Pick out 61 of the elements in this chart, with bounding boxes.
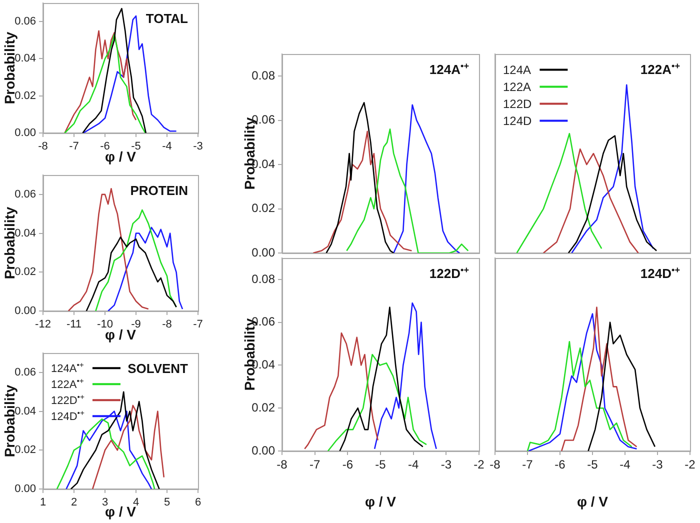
x-tick-label: -3 — [440, 458, 452, 472]
text: 124D•+ — [640, 264, 680, 281]
y-tick-label: 0.06 — [14, 188, 36, 200]
legend-label: 122D — [503, 97, 532, 111]
y-tick-label: 0.00 — [14, 305, 36, 318]
y-tick-label: 0.08 — [252, 272, 276, 286]
x-tick-label: -8 — [490, 458, 501, 472]
text: SOLVENT — [128, 361, 188, 376]
x-tick-label: -8 — [276, 458, 288, 472]
x-tick-label: -4 — [408, 458, 419, 472]
x-tick-label: -7 — [69, 140, 79, 153]
y-tick-label: 0.04 — [14, 405, 36, 418]
x-tick-label: -12 — [35, 318, 51, 331]
x-tick-label: -5 — [375, 458, 386, 472]
x-tick-label: 6 — [194, 496, 202, 509]
y-tick-label: 0.00 — [14, 127, 36, 140]
y-tick-label: 0.02 — [14, 266, 36, 278]
y-tick-label: 0.02 — [252, 201, 276, 216]
x-tick-label: 2 — [70, 496, 78, 509]
x-tick-label: -7 — [193, 318, 203, 331]
y-tick-label: 0.00 — [14, 483, 36, 496]
x-tick-label: -3 — [193, 140, 203, 153]
y-axis-title: Probability — [1, 384, 18, 458]
x-tick-label: 1 — [40, 496, 46, 509]
x-axis-title: φ / V — [364, 493, 397, 510]
x-tick-label: -8 — [162, 318, 172, 331]
x-tick-label: -4 — [620, 458, 631, 472]
x-axis-title: φ / V — [576, 493, 609, 510]
x-tick-label: -5 — [587, 458, 598, 472]
legend-label: 122A — [503, 80, 532, 94]
y-tick-label: 0.04 — [14, 227, 36, 240]
x-tick-label: -8 — [38, 140, 48, 153]
y-tick-label: 0.00 — [252, 245, 276, 260]
x-tick-label: -2 — [474, 458, 485, 472]
text: 124A•+ — [429, 60, 470, 77]
y-tick-label: 0.02 — [252, 400, 276, 414]
y-tick-label: 0.02 — [14, 444, 36, 456]
y-tick-label: 0.02 — [14, 90, 36, 102]
y-tick-label: 0.06 — [14, 366, 36, 378]
text: 122D•+ — [429, 264, 470, 281]
y-tick-label: 0.08 — [252, 68, 276, 82]
x-tick-label: -6 — [342, 458, 354, 472]
text: TOTAL — [146, 11, 188, 26]
x-tick-label: -7 — [522, 458, 534, 472]
x-tick-label: -4 — [162, 140, 172, 153]
x-tick-label: -7 — [309, 458, 320, 472]
text: 122A•+ — [640, 60, 680, 77]
y-axis-title: Probability — [1, 206, 18, 280]
y-tick-label: 0.06 — [14, 16, 36, 28]
x-tick-label: -2 — [684, 458, 696, 472]
x-tick-label: -6 — [554, 458, 566, 472]
y-axis-title: Probability — [1, 32, 18, 104]
y-tick-label: 0.04 — [14, 52, 36, 65]
x-tick-label: 5 — [164, 496, 170, 509]
text: PROTEIN — [130, 183, 188, 198]
legend-label: 124A — [503, 63, 532, 77]
x-tick-label: -11 — [66, 318, 82, 331]
legend-label: 124D — [503, 114, 532, 128]
y-tick-label: 0.00 — [252, 443, 276, 458]
x-tick-label: -3 — [652, 458, 664, 472]
x-tick-label: 3 — [102, 496, 108, 509]
